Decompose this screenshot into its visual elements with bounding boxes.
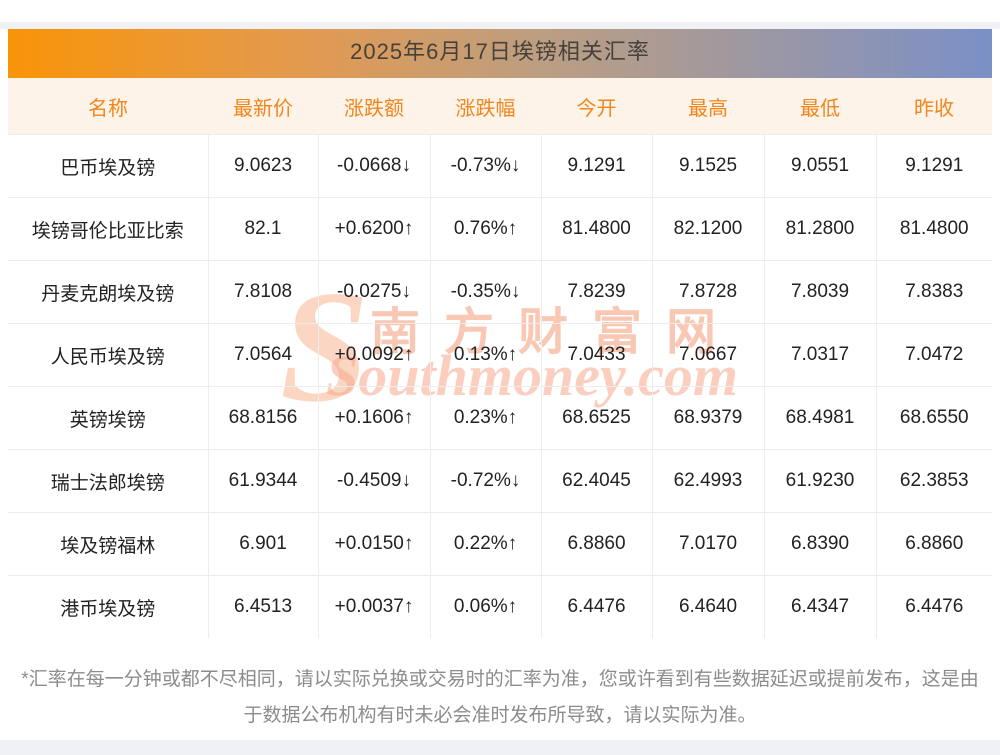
latest-cell: 61.9344: [207, 449, 319, 513]
change-cell: +0.0092↑: [317, 323, 431, 387]
high-cell: 82.1200: [651, 197, 765, 261]
high-cell: 9.1525: [651, 134, 765, 198]
top-edge-strip: [0, 22, 1000, 29]
prev-close-cell: 6.4476: [875, 575, 992, 638]
table-row: 英镑埃镑 68.8156 +0.1606↑ 0.23%↑ 68.6525 68.…: [8, 386, 992, 450]
col-header-high: 最高: [652, 78, 764, 135]
low-cell: 7.8039: [763, 260, 877, 324]
change-pct-cell: 0.06%↑: [429, 575, 542, 638]
name-cell: 埃镑哥伦比亚比索: [8, 197, 209, 261]
low-cell: 81.2800: [763, 197, 877, 261]
col-header-latest: 最新价: [208, 78, 318, 135]
change-pct-cell: -0.73%↓: [429, 134, 542, 198]
prev-close-cell: 9.1291: [875, 134, 992, 198]
footnote: *汇率在每一分钟或都不尽相同，请以实际兑换或交易时的汇率为准，您或许看到有些数据…: [21, 669, 979, 726]
latest-cell: 6.901: [207, 512, 319, 576]
name-cell: 埃及镑福林: [8, 512, 209, 576]
prev-close-cell: 7.0472: [875, 323, 992, 387]
low-cell: 7.0317: [763, 323, 877, 387]
change-cell: +0.0037↑: [317, 575, 431, 638]
open-cell: 6.8860: [540, 512, 653, 576]
change-pct-cell: 0.76%↑: [429, 197, 542, 261]
change-cell: -0.0275↓: [317, 260, 431, 324]
open-cell: 7.0433: [540, 323, 653, 387]
title-banner: 2025年6月17日埃镑相关汇率: [8, 22, 992, 78]
name-cell: 港币埃及镑: [8, 575, 209, 638]
prev-close-cell: 6.8860: [875, 512, 992, 576]
name-cell: 丹麦克朗埃及镑: [8, 260, 209, 324]
high-cell: 7.8728: [651, 260, 765, 324]
table-row: 瑞士法郎埃镑 61.9344 -0.4509↓ -0.72%↓ 62.4045 …: [8, 449, 992, 513]
name-cell: 瑞士法郎埃镑: [8, 449, 209, 513]
latest-cell: 7.8108: [207, 260, 319, 324]
prev-close-cell: 7.8383: [875, 260, 992, 324]
table-row: 丹麦克朗埃及镑 7.8108 -0.0275↓ -0.35%↓ 7.8239 7…: [8, 260, 992, 324]
change-cell: +0.1606↑: [317, 386, 431, 450]
open-cell: 7.8239: [540, 260, 653, 324]
latest-cell: 9.0623: [207, 134, 319, 198]
col-header-change-pct: 涨跌幅: [430, 78, 541, 135]
col-header-open: 今开: [541, 78, 652, 135]
open-cell: 68.6525: [540, 386, 653, 450]
page-title: 2025年6月17日埃镑相关汇率: [350, 39, 650, 64]
col-header-name: 名称: [8, 78, 208, 135]
change-pct-cell: 0.13%↑: [429, 323, 542, 387]
change-pct-cell: 0.23%↑: [429, 386, 542, 450]
table-row: 埃及镑福林 6.901 +0.0150↑ 0.22%↑ 6.8860 7.017…: [8, 512, 992, 576]
name-cell: 人民币埃及镑: [8, 323, 209, 387]
open-cell: 9.1291: [540, 134, 653, 198]
prev-close-cell: 62.3853: [875, 449, 992, 513]
low-cell: 6.4347: [763, 575, 877, 638]
table-row: 巴币埃及镑 9.0623 -0.0668↓ -0.73%↓ 9.1291 9.1…: [8, 134, 992, 198]
change-cell: +0.6200↑: [317, 197, 431, 261]
change-pct-cell: 0.22%↑: [429, 512, 542, 576]
low-cell: 6.8390: [763, 512, 877, 576]
prev-close-cell: 81.4800: [875, 197, 992, 261]
name-cell: 巴币埃及镑: [8, 134, 209, 198]
high-cell: 62.4993: [651, 449, 765, 513]
table-row: 人民币埃及镑 7.0564 +0.0092↑ 0.13%↑ 7.0433 7.0…: [8, 323, 992, 387]
high-cell: 7.0170: [651, 512, 765, 576]
col-header-change: 涨跌额: [318, 78, 430, 135]
col-header-low: 最低: [764, 78, 876, 135]
open-cell: 6.4476: [540, 575, 653, 638]
change-pct-cell: -0.72%↓: [429, 449, 542, 513]
change-cell: +0.0150↑: [317, 512, 431, 576]
low-cell: 61.9230: [763, 449, 877, 513]
latest-cell: 82.1: [207, 197, 319, 261]
latest-cell: 7.0564: [207, 323, 319, 387]
change-pct-cell: -0.35%↓: [429, 260, 542, 324]
name-cell: 英镑埃镑: [8, 386, 209, 450]
high-cell: 7.0667: [651, 323, 765, 387]
open-cell: 62.4045: [540, 449, 653, 513]
latest-cell: 68.8156: [207, 386, 319, 450]
high-cell: 6.4640: [651, 575, 765, 638]
change-cell: -0.4509↓: [317, 449, 431, 513]
low-cell: 68.4981: [763, 386, 877, 450]
table-row: 埃镑哥伦比亚比索 82.1 +0.6200↑ 0.76%↑ 81.4800 82…: [8, 197, 992, 261]
prev-close-cell: 68.6550: [875, 386, 992, 450]
table-row: 港币埃及镑 6.4513 +0.0037↑ 0.06%↑ 6.4476 6.46…: [8, 575, 992, 638]
rates-table-wrap: S 南方财富网 Southmoney.com 名称 最新价 涨跌额 涨跌幅 今开…: [8, 78, 992, 638]
low-cell: 9.0551: [763, 134, 877, 198]
high-cell: 68.9379: [651, 386, 765, 450]
open-cell: 81.4800: [540, 197, 653, 261]
rates-table: 名称 最新价 涨跌额 涨跌幅 今开 最高 最低 昨收 巴币埃及镑 9.0623 …: [8, 78, 992, 638]
latest-cell: 6.4513: [207, 575, 319, 638]
bottom-edge-strip: [0, 740, 1000, 755]
header-row: 名称 最新价 涨跌额 涨跌幅 今开 最高 最低 昨收: [8, 78, 992, 135]
col-header-prev-close: 昨收: [876, 78, 992, 135]
change-cell: -0.0668↓: [317, 134, 431, 198]
